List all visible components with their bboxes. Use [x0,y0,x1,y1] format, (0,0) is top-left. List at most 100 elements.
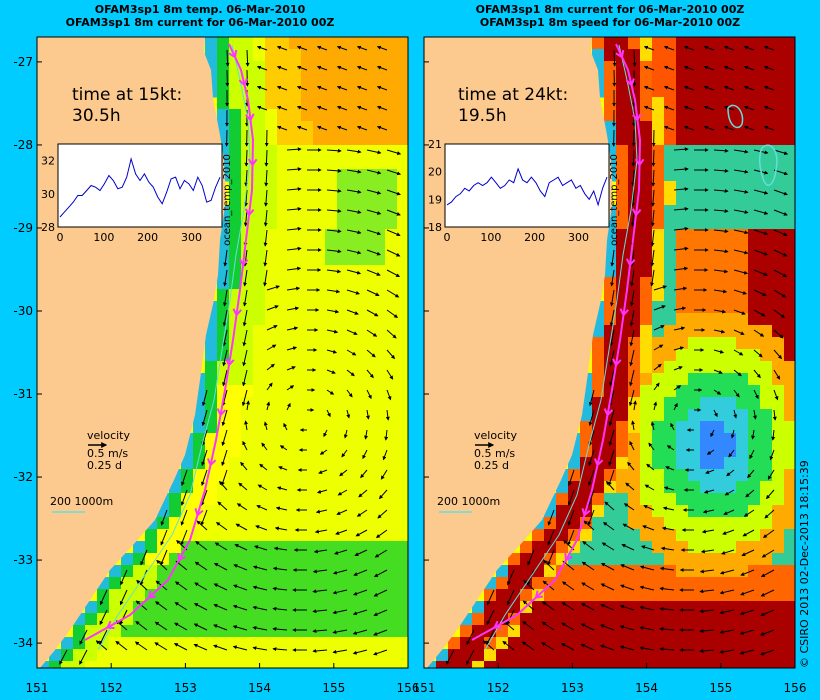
left-field-cell [325,373,338,386]
right-field-cell [748,289,761,302]
right-field-cell [736,157,749,170]
right-field-cell [640,169,653,182]
left-field-cell [265,49,278,62]
left-field-cell [217,601,230,614]
right-velocity-arrow [763,85,775,91]
right-field-cell [688,217,701,230]
left-field-cell [349,625,362,638]
right-velocity-arrow [659,566,675,571]
left-velocity-arrow [195,541,208,551]
right-field-cell [472,637,485,650]
right-field-cell [736,217,749,230]
left-field-cell [121,577,134,590]
right-field-cell [724,337,737,350]
right-field-cell [760,73,773,86]
right-field-cell [772,625,785,638]
left-field-cell [397,457,408,470]
left-field-cell [361,505,374,518]
right-field-cell [724,301,737,314]
right-velocity-arrow [752,409,757,420]
left-field-cell [301,445,314,458]
left-field-cell [277,169,290,182]
right-field-cell [724,625,737,638]
right-field-cell [604,481,617,494]
left-track-chevron [194,508,204,517]
left-velocity-arrow [362,449,368,460]
left-field-cell [253,433,266,446]
left-field-cell [277,385,290,398]
right-field-cell [748,253,761,266]
right-field-cell [736,589,749,602]
right-field-cell [724,73,737,86]
left-field-cell [301,193,314,206]
right-field-cell [748,517,761,530]
left-field-cell [301,385,314,398]
right-velocity-arrow [620,564,635,571]
right-field-cell [748,37,761,50]
right-field-cell [640,121,653,134]
right-field-cell [508,637,521,650]
left-field-cell [337,577,350,590]
left-field-cell [265,517,278,530]
right-field-cell [568,637,581,650]
right-field-cell [580,625,593,638]
right-field-cell [508,577,521,590]
left-field-cell [325,577,338,590]
right-track-chevron [625,258,636,267]
left-velocity-arrow [286,207,302,211]
left-field-cell [361,469,374,482]
left-field-cell [385,37,398,50]
right-velocity-arrow [699,629,715,633]
right-field-cell [724,277,737,290]
left-velocity-arrow [316,489,328,494]
right-velocity-arrow [541,621,555,631]
right-field-cell [664,229,677,242]
left-field-cell [337,61,350,74]
left-field-cell [385,601,398,614]
right-field-cell [652,133,665,146]
left-field-cell [385,457,398,470]
right-field-cell [688,589,701,602]
left-velocity-arrow [136,579,148,591]
right-velocity-arrow [631,169,636,187]
left-field-cell [217,529,230,542]
left-field-cell [265,601,278,614]
right-field-cell [784,517,795,530]
right-field-cell [640,553,653,566]
right-velocity-arrow [663,45,675,51]
left-field-cell [373,181,386,194]
left-field-cell [277,301,290,314]
left-field-cell [313,613,326,626]
left-field-cell [193,601,206,614]
left-velocity-arrow [120,569,128,586]
right-field-cell [688,493,701,506]
right-velocity-arrow [733,289,747,295]
left-field-cell [289,529,302,542]
right-field-cell [712,313,725,326]
right-field-cell [568,577,581,590]
right-field-cell [760,49,773,62]
right-field-cell [760,409,773,422]
right-velocity-arrow [773,369,781,380]
right-field-cell [592,649,605,662]
right-field-cell [784,205,795,218]
left-field-cell [325,565,338,578]
right-field-cell [760,229,773,242]
right-velocity-arrow [581,561,595,571]
right-field-cell [664,301,677,314]
left-velocity-arrow [242,309,248,327]
right-velocity-arrow [610,269,615,287]
right-field-cell [772,97,785,110]
right-field-cell [736,121,749,134]
right-field-cell [664,109,677,122]
left-field-cell [349,325,362,338]
right-field-cell [484,613,497,626]
right-field-cell [724,289,737,302]
left-velocity-arrow [266,363,275,371]
left-field-cell [301,253,314,266]
left-field-cell [277,349,290,362]
right-field-cell [640,361,653,374]
right-velocity-arrow [723,85,735,91]
left-field-cell [229,505,242,518]
right-field-cell [664,313,677,326]
